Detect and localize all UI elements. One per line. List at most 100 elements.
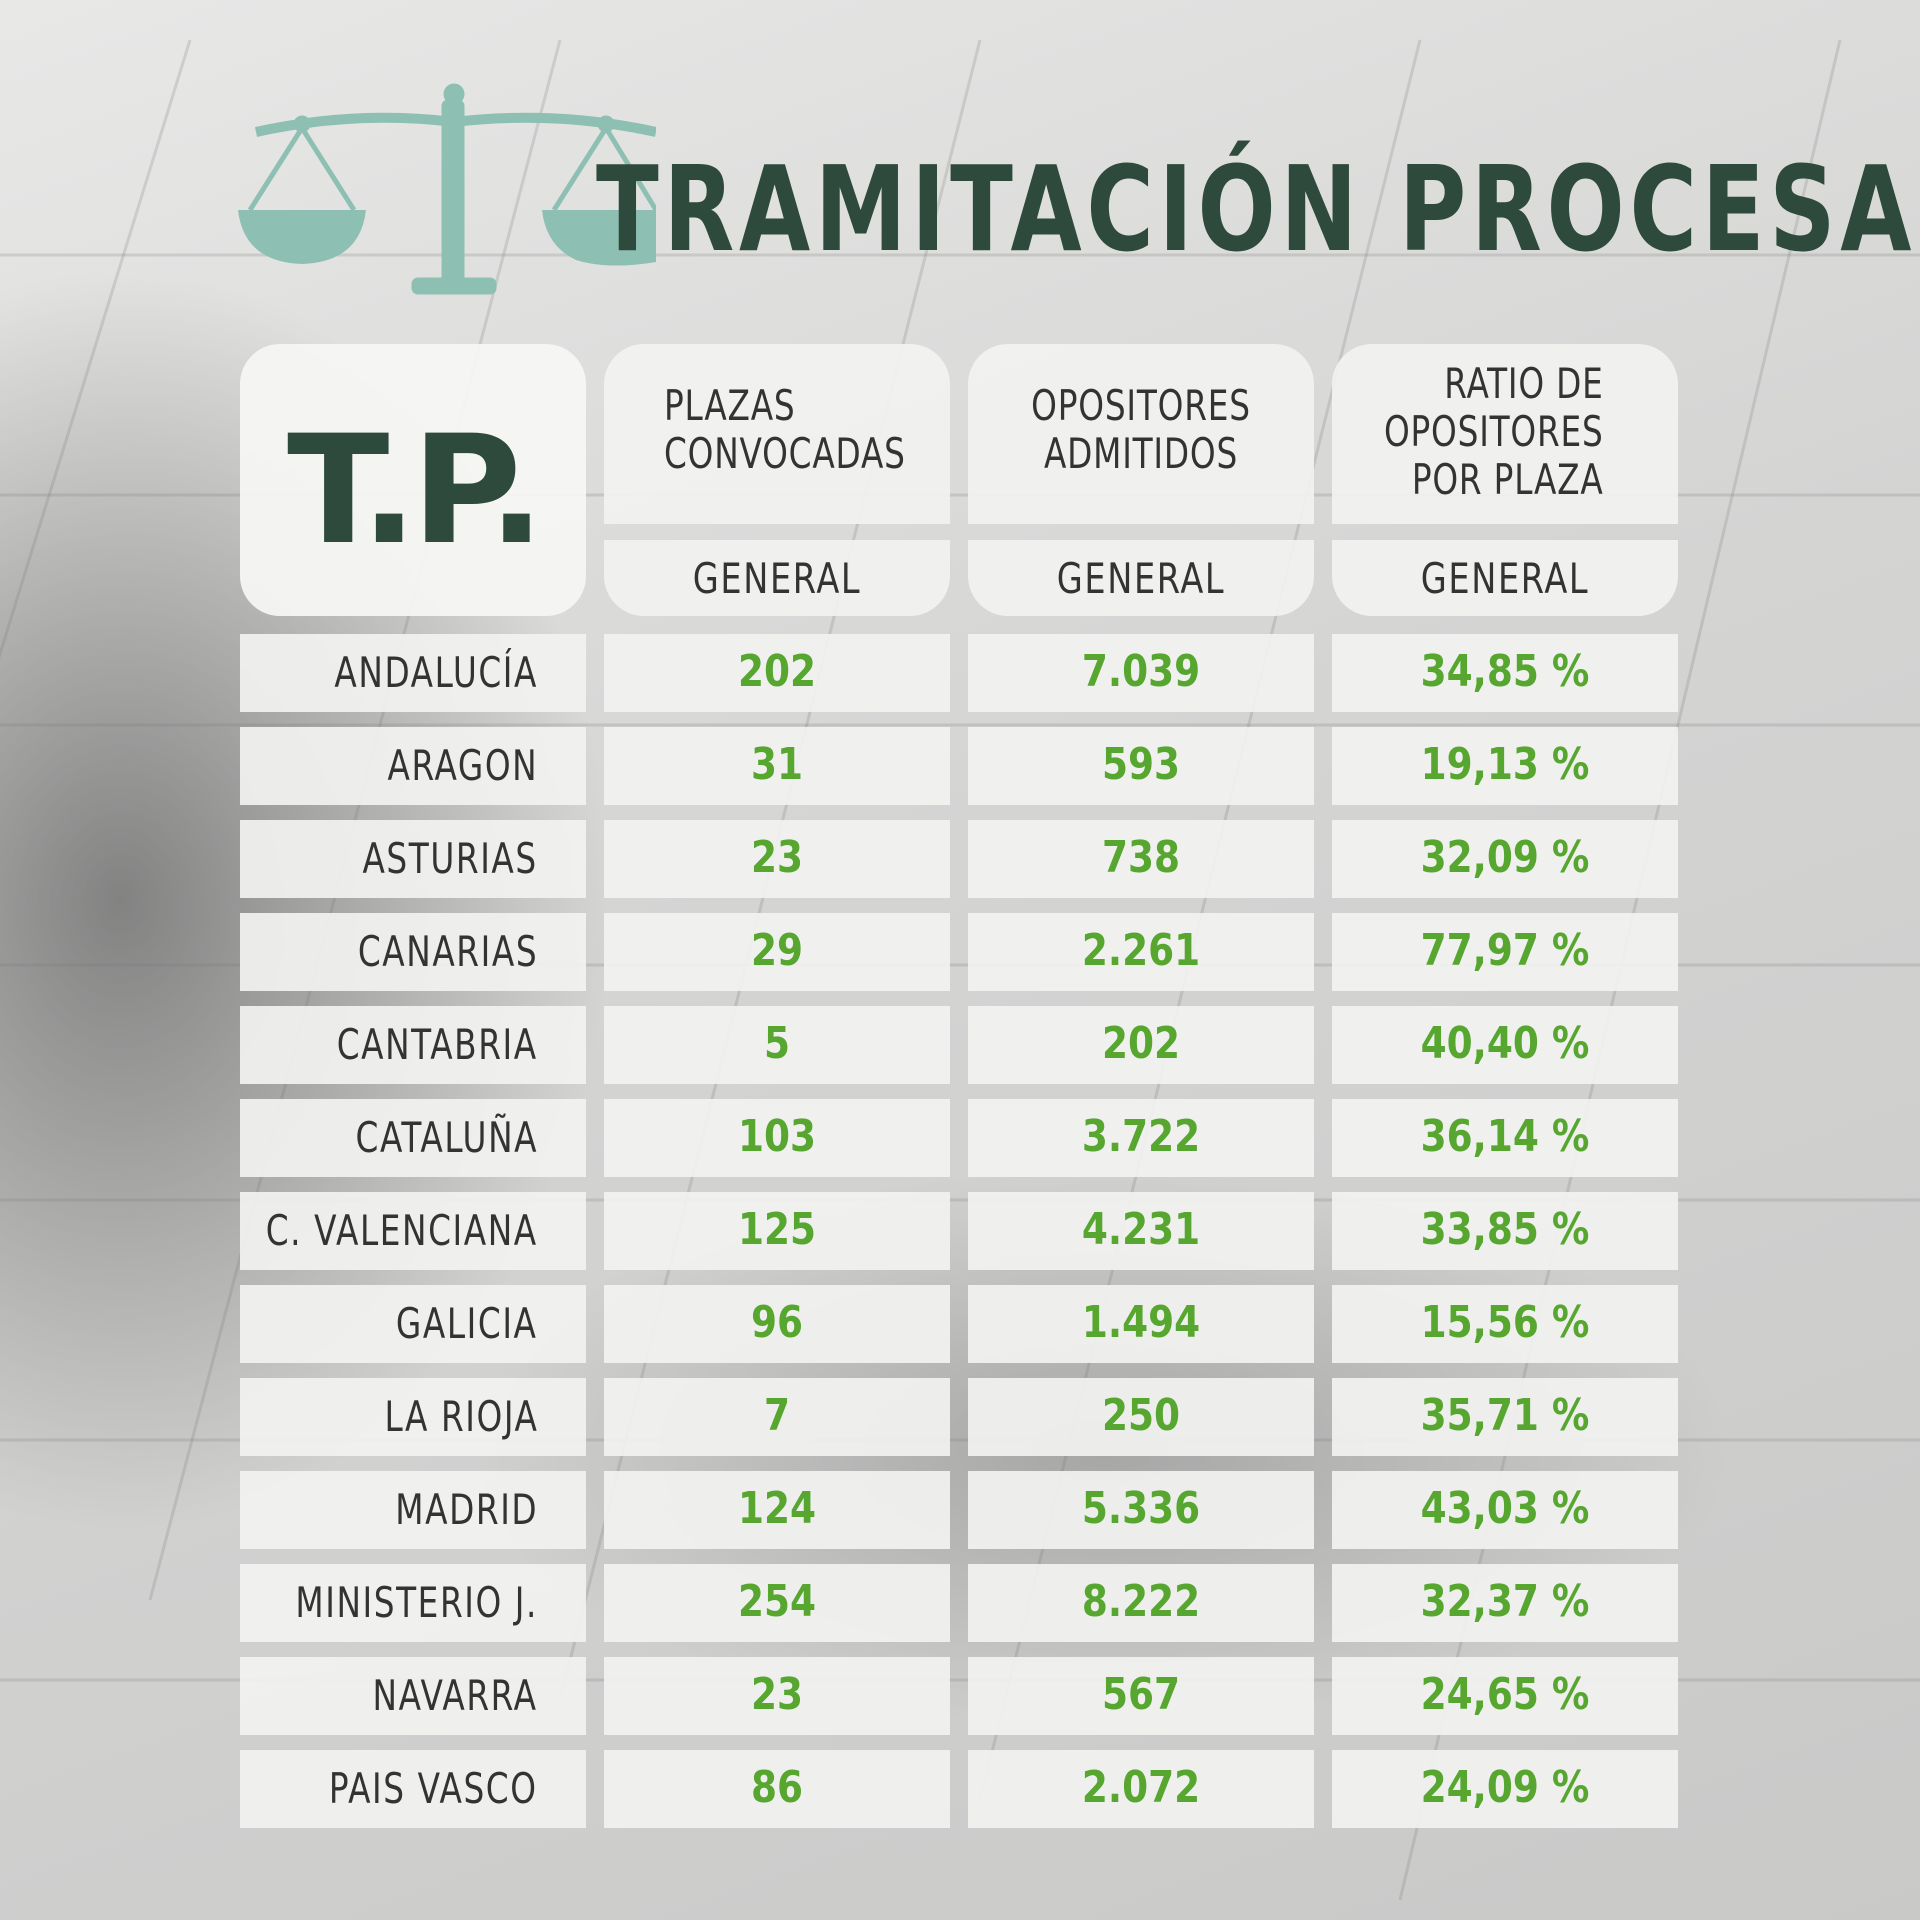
table-cell-opositores: 2.072 xyxy=(968,1750,1314,1828)
page-title: TRAMITACIÓN PROCESAL xyxy=(596,140,1920,278)
table-cell-ratio: 35,71 % xyxy=(1332,1378,1678,1456)
scales-of-justice-icon xyxy=(238,83,656,295)
table-cell-plazas: 86 xyxy=(604,1750,950,1828)
column-header-opositores: OPOSITORES ADMITIDOS xyxy=(968,344,1314,524)
table-cell-plazas: 254 xyxy=(604,1564,950,1642)
column-subheader-plazas: GENERAL xyxy=(604,540,950,616)
table-cell-opositores: 7.039 xyxy=(968,634,1314,712)
cell-value-opositores: 7.039 xyxy=(1081,646,1201,697)
cell-value-ratio: 32,37 % xyxy=(1420,1576,1590,1627)
cell-value-plazas: 103 xyxy=(737,1111,817,1162)
table-cell-opositores: 2.261 xyxy=(968,913,1314,991)
cell-value-opositores: 1.494 xyxy=(1081,1297,1201,1348)
table-cell-ratio: 32,37 % xyxy=(1332,1564,1678,1642)
table-cell-plazas: 202 xyxy=(604,634,950,712)
table-cell-opositores: 3.722 xyxy=(968,1099,1314,1177)
table-row-name-cell: PAIS VASCO xyxy=(240,1750,586,1828)
table-cell-opositores: 8.222 xyxy=(968,1564,1314,1642)
table-cell-opositores: 1.494 xyxy=(968,1285,1314,1363)
table-row-name-cell: GALICIA xyxy=(240,1285,586,1363)
cell-value-plazas: 96 xyxy=(750,1297,804,1348)
cell-value-ratio: 32,09 % xyxy=(1420,832,1590,883)
region-name: LA RIOJA xyxy=(383,1392,538,1441)
table-cell-ratio: 34,85 % xyxy=(1332,634,1678,712)
table-cell-plazas: 29 xyxy=(604,913,950,991)
cell-value-plazas: 7 xyxy=(763,1390,791,1441)
cell-value-plazas: 23 xyxy=(750,1669,804,1720)
table-cell-ratio: 33,85 % xyxy=(1332,1192,1678,1270)
cell-value-ratio: 36,14 % xyxy=(1420,1111,1590,1162)
table-row-name-cell: MINISTERIO J. xyxy=(240,1564,586,1642)
column-subheader-label: GENERAL xyxy=(692,554,862,603)
column-header-plazas: PLAZAS CONVOCADAS xyxy=(604,344,950,524)
column-subheader-label: GENERAL xyxy=(1420,554,1590,603)
region-name: CATALUÑA xyxy=(355,1113,538,1162)
table-cell-opositores: 567 xyxy=(968,1657,1314,1735)
table-cell-plazas: 23 xyxy=(604,820,950,898)
table-cell-ratio: 24,65 % xyxy=(1332,1657,1678,1735)
column-header-ratio: RATIO DE OPOSITORES POR PLAZA xyxy=(1332,344,1678,524)
cell-value-opositores: 2.261 xyxy=(1081,925,1201,976)
column-header-label: PLAZAS CONVOCADAS xyxy=(664,381,906,478)
region-name: CANTABRIA xyxy=(336,1020,538,1069)
cell-value-plazas: 23 xyxy=(750,832,804,883)
table-cell-ratio: 32,09 % xyxy=(1332,820,1678,898)
table-row-name-cell: ARAGON xyxy=(240,727,586,805)
cell-value-plazas: 202 xyxy=(737,646,817,697)
cell-value-plazas: 5 xyxy=(763,1018,791,1069)
table-cell-plazas: 125 xyxy=(604,1192,950,1270)
table-cell-plazas: 96 xyxy=(604,1285,950,1363)
region-name: ARAGON xyxy=(387,741,538,790)
table-cell-plazas: 5 xyxy=(604,1006,950,1084)
cell-value-plazas: 254 xyxy=(737,1576,817,1627)
table-cell-opositores: 593 xyxy=(968,727,1314,805)
table-cell-ratio: 36,14 % xyxy=(1332,1099,1678,1177)
table-cell-ratio: 43,03 % xyxy=(1332,1471,1678,1549)
cell-value-opositores: 202 xyxy=(1101,1018,1181,1069)
cell-value-ratio: 77,97 % xyxy=(1420,925,1590,976)
cell-value-opositores: 2.072 xyxy=(1081,1762,1201,1813)
corner-label: T.P. xyxy=(287,404,545,578)
table-cell-ratio: 40,40 % xyxy=(1332,1006,1678,1084)
region-name: ANDALUCÍA xyxy=(334,648,538,697)
column-subheader-label: GENERAL xyxy=(1056,554,1226,603)
cell-value-ratio: 43,03 % xyxy=(1420,1483,1590,1534)
column-subheader-ratio: GENERAL xyxy=(1332,540,1678,616)
region-name: ASTURIAS xyxy=(362,834,538,883)
region-name: PAIS VASCO xyxy=(329,1764,538,1813)
region-name: CANARIAS xyxy=(357,927,538,976)
table-cell-ratio: 19,13 % xyxy=(1332,727,1678,805)
cell-value-ratio: 24,65 % xyxy=(1420,1669,1590,1720)
table-row-name-cell: CANTABRIA xyxy=(240,1006,586,1084)
cell-value-opositores: 8.222 xyxy=(1081,1576,1201,1627)
cell-value-opositores: 3.722 xyxy=(1081,1111,1201,1162)
cell-value-plazas: 86 xyxy=(750,1762,804,1813)
table-cell-opositores: 4.231 xyxy=(968,1192,1314,1270)
cell-value-ratio: 33,85 % xyxy=(1420,1204,1590,1255)
column-subheader-opositores: GENERAL xyxy=(968,540,1314,616)
cell-value-opositores: 250 xyxy=(1101,1390,1181,1441)
cell-value-opositores: 567 xyxy=(1101,1669,1181,1720)
table-corner-box: T.P. xyxy=(240,344,586,616)
cell-value-ratio: 34,85 % xyxy=(1420,646,1590,697)
region-name: MINISTERIO J. xyxy=(295,1578,538,1627)
cell-value-plazas: 124 xyxy=(737,1483,817,1534)
cell-value-opositores: 593 xyxy=(1101,739,1181,790)
cell-value-ratio: 40,40 % xyxy=(1420,1018,1590,1069)
cell-value-plazas: 31 xyxy=(750,739,804,790)
table-cell-ratio: 77,97 % xyxy=(1332,913,1678,991)
cell-value-plazas: 125 xyxy=(737,1204,817,1255)
table-row-name-cell: C. VALENCIANA xyxy=(240,1192,586,1270)
cell-value-ratio: 15,56 % xyxy=(1420,1297,1590,1348)
table-row-name-cell: NAVARRA xyxy=(240,1657,586,1735)
cell-value-opositores: 738 xyxy=(1101,832,1181,883)
table-cell-opositores: 202 xyxy=(968,1006,1314,1084)
header: TRAMITACIÓN PROCESAL xyxy=(236,80,1920,310)
cell-value-ratio: 19,13 % xyxy=(1420,739,1590,790)
table-row-name-cell: MADRID xyxy=(240,1471,586,1549)
cell-value-ratio: 35,71 % xyxy=(1420,1390,1590,1441)
table-cell-plazas: 23 xyxy=(604,1657,950,1735)
cell-value-plazas: 29 xyxy=(750,925,804,976)
table-cell-opositores: 5.336 xyxy=(968,1471,1314,1549)
table-cell-ratio: 15,56 % xyxy=(1332,1285,1678,1363)
